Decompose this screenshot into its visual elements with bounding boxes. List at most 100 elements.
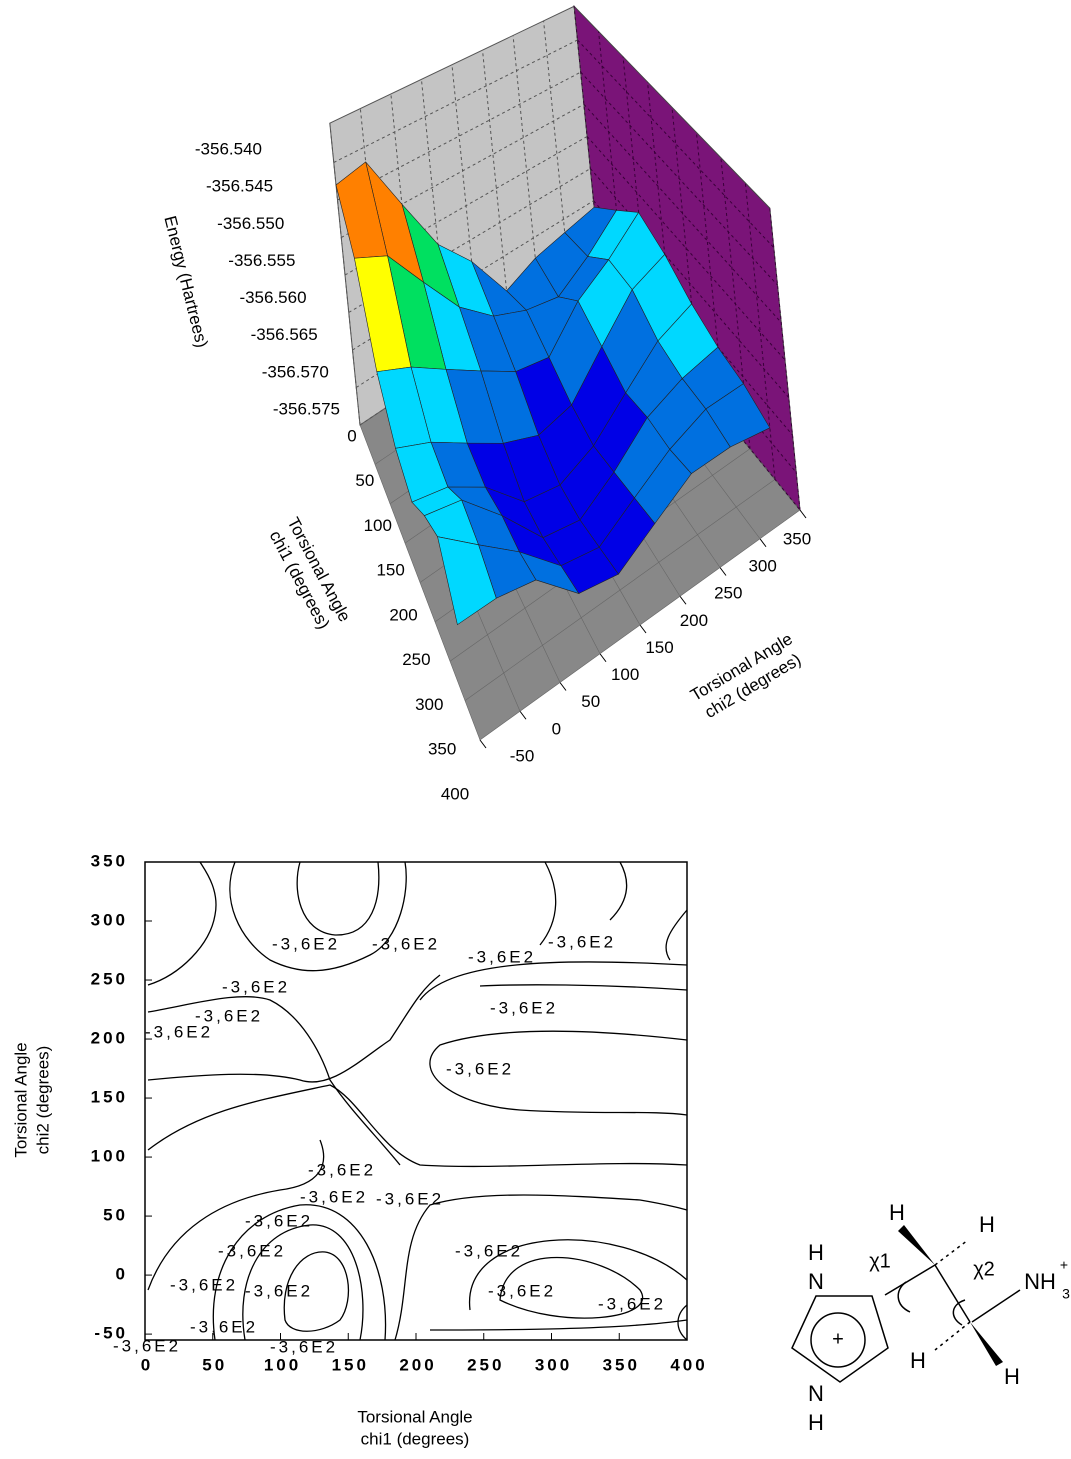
y-tick-label: 250: [714, 584, 742, 603]
wedge-bond: [898, 1225, 935, 1265]
atom-label: χ2: [973, 1258, 995, 1280]
contour-label: -3,6E2: [598, 1294, 666, 1313]
x-tick-label: 150: [332, 1355, 369, 1374]
tick-mark: [680, 596, 686, 604]
bond: [935, 1265, 970, 1322]
contour-label: -3,6E2: [145, 1022, 213, 1041]
contour-label: -3,6E2: [490, 998, 558, 1017]
atom-label: +: [1060, 1257, 1068, 1273]
x-tick-label: 100: [264, 1355, 301, 1374]
contour-label: -3,6E2: [245, 1211, 313, 1230]
y-tick-label: 350: [783, 529, 811, 548]
contour-label: -3,6E2: [218, 1241, 286, 1260]
atom-label: H: [808, 1410, 824, 1435]
y-tick-label: 150: [645, 638, 673, 657]
y-tick-label: 250: [91, 970, 128, 989]
contour-label: -3,6E2: [376, 1189, 444, 1208]
atom-label: 3: [1062, 1286, 1070, 1302]
z-tick-label: -356.550: [217, 214, 284, 233]
z-axis-title: Energy (Hartrees): [160, 214, 211, 350]
contour-label: -3,6E2: [170, 1275, 238, 1294]
atom-label: H: [1004, 1364, 1020, 1389]
tick-mark: [560, 683, 566, 691]
atom-label: χ1: [869, 1250, 891, 1272]
tick-mark: [520, 711, 526, 719]
z-tick-label: -356.555: [228, 251, 295, 270]
atom-label: NH: [1024, 1269, 1056, 1294]
bond: [885, 1265, 935, 1295]
y-tick-label: 50: [581, 692, 600, 711]
x-tick-label: 0: [141, 1355, 153, 1374]
x-tick-label: 300: [535, 1355, 572, 1374]
y-axis-title: Torsional Angle: [11, 1042, 30, 1157]
z-tick-label: -356.545: [206, 177, 273, 196]
x-tick-label: 250: [467, 1355, 504, 1374]
contour-label: -3,6E2: [372, 934, 440, 953]
y-tick-label: 200: [91, 1029, 128, 1048]
x-tick-label: 350: [603, 1355, 640, 1374]
x-tick-label: 250: [402, 650, 430, 669]
surface-plot: -500501001502002503003500501001502002503…: [160, 6, 811, 803]
contour: [148, 1085, 687, 1166]
bond: [972, 1290, 1020, 1322]
z-tick-label: -356.560: [239, 288, 306, 307]
y-tick-label: 0: [116, 1265, 128, 1284]
atom-label: H: [808, 1240, 824, 1265]
tick-mark: [760, 539, 766, 547]
x-tick-label: 100: [364, 516, 392, 535]
figure: -500501001502002503003500501001502002503…: [0, 0, 1071, 1459]
y-tick-label: 300: [91, 910, 128, 929]
y-axis-title: chi2 (degrees): [33, 1046, 52, 1155]
x-tick-label: 150: [376, 561, 404, 580]
atom-label: H: [979, 1212, 995, 1237]
contour-label: -3,6E2: [548, 932, 616, 951]
y-tick-label: 350: [91, 851, 128, 870]
tick-mark: [800, 510, 806, 518]
contour-label: -3,6E2: [488, 1281, 556, 1300]
contour: [430, 1320, 687, 1330]
bond: [935, 1240, 968, 1265]
y-tick-label: 100: [91, 1147, 128, 1166]
bond: [935, 1322, 970, 1350]
tick-mark: [600, 654, 606, 662]
y-tick-label: 50: [103, 1206, 128, 1225]
contour-label: -3,6E2: [190, 1317, 258, 1336]
contour-label: -3,6E2: [446, 1059, 514, 1078]
z-tick-label: -356.540: [195, 139, 262, 158]
tick-mark: [480, 740, 486, 748]
contour-label: -3,6E2: [455, 1241, 523, 1260]
contour-label: -3,6E2: [468, 947, 536, 966]
contour-label: -3,6E2: [222, 977, 290, 996]
x-tick-label: 50: [355, 471, 374, 490]
contour: [678, 1305, 687, 1340]
x-tick-label: 50: [202, 1355, 227, 1374]
x-tick-label: 400: [441, 784, 469, 803]
page: -500501001502002503003500501001502002503…: [0, 0, 1071, 1459]
z-tick-label: -356.575: [273, 399, 340, 418]
wedge-bond: [970, 1322, 1003, 1366]
contour: [395, 1195, 687, 1340]
x-tick-label: 200: [389, 605, 417, 624]
contour: [420, 962, 687, 1000]
contour-label: -3,6E2: [270, 1337, 338, 1356]
atom-label: H: [910, 1348, 926, 1373]
y-tick-label: -50: [510, 746, 535, 765]
contour-label: -3,6E2: [272, 934, 340, 953]
contour: [610, 862, 687, 960]
x-tick-label: 200: [399, 1355, 436, 1374]
contour: [480, 985, 687, 990]
tick-mark: [640, 625, 646, 633]
contour-label: -3,6E2: [113, 1336, 181, 1355]
x-tick-label: 0: [347, 426, 356, 445]
y-tick-label: 100: [611, 665, 639, 684]
contour: [230, 862, 406, 971]
contour-label: -3,6E2: [300, 1187, 368, 1206]
x-tick-label: 300: [415, 695, 443, 714]
x-axis-title: Torsional Angle: [357, 1407, 472, 1426]
z-tick-label: -356.570: [262, 362, 329, 381]
x-tick-label: 350: [428, 740, 456, 759]
contour: [297, 862, 379, 935]
atom-label: N: [808, 1381, 824, 1406]
